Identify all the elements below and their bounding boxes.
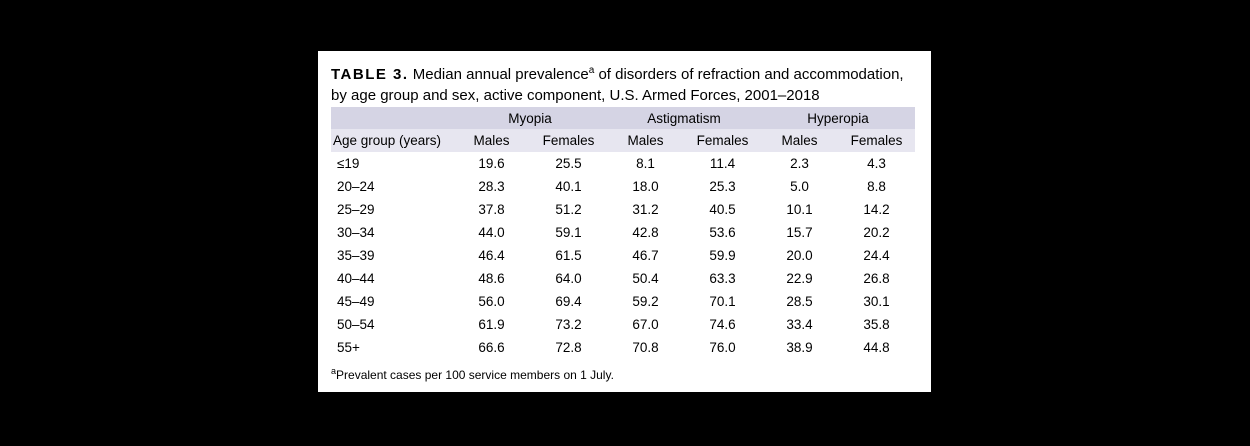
table-row: 35–39 46.4 61.5 46.7 59.9 20.0 24.4 — [331, 244, 916, 267]
females-header: Females — [530, 129, 607, 152]
age-group-cell: 30–34 — [331, 221, 453, 244]
value-cell: 59.9 — [684, 244, 762, 267]
value-cell: 2.3 — [761, 152, 839, 175]
group-header-row: Myopia Astigmatism Hyperopia — [331, 107, 916, 129]
value-cell: 42.8 — [607, 221, 684, 244]
table-row: 30–34 44.0 59.1 42.8 53.6 15.7 20.2 — [331, 221, 916, 244]
age-group-cell: 35–39 — [331, 244, 453, 267]
footnote-text: Prevalent cases per 100 service members … — [336, 368, 614, 382]
table-row: 55+ 66.6 72.8 70.8 76.0 38.9 44.8 — [331, 336, 916, 359]
value-cell: 4.3 — [838, 152, 916, 175]
value-cell: 37.8 — [453, 198, 530, 221]
table-number-label: TABLE 3. — [331, 66, 409, 83]
group-header-myopia: Myopia — [453, 107, 607, 129]
value-cell: 46.4 — [453, 244, 530, 267]
value-cell: 44.0 — [453, 221, 530, 244]
age-group-cell: 55+ — [331, 336, 453, 359]
value-cell: 53.6 — [684, 221, 762, 244]
value-cell: 63.3 — [684, 267, 762, 290]
value-cell: 69.4 — [530, 290, 607, 313]
value-cell: 50.4 — [607, 267, 684, 290]
value-cell: 66.6 — [453, 336, 530, 359]
table-title-rest: of disorders of refraction and accommoda… — [331, 66, 904, 104]
value-cell: 48.6 — [453, 267, 530, 290]
value-cell: 19.6 — [453, 152, 530, 175]
column-header-row: Age group (years) Males Females Males Fe… — [331, 129, 916, 152]
table-title: TABLE 3. Median annual prevalencea of di… — [331, 64, 915, 106]
prevalence-table: Myopia Astigmatism Hyperopia Age group (… — [331, 107, 916, 359]
value-cell: 73.2 — [530, 313, 607, 336]
males-header: Males — [761, 129, 839, 152]
value-cell: 67.0 — [607, 313, 684, 336]
value-cell: 8.1 — [607, 152, 684, 175]
value-cell: 61.9 — [453, 313, 530, 336]
value-cell: 44.8 — [838, 336, 916, 359]
value-cell: 59.2 — [607, 290, 684, 313]
value-cell: 20.0 — [761, 244, 839, 267]
age-group-cell: 25–29 — [331, 198, 453, 221]
value-cell: 25.5 — [530, 152, 607, 175]
group-header-astigmatism: Astigmatism — [607, 107, 762, 129]
table-row: ≤19 19.6 25.5 8.1 11.4 2.3 4.3 — [331, 152, 916, 175]
value-cell: 40.5 — [684, 198, 762, 221]
males-header: Males — [453, 129, 530, 152]
value-cell: 28.5 — [761, 290, 839, 313]
value-cell: 72.8 — [530, 336, 607, 359]
value-cell: 59.1 — [530, 221, 607, 244]
table-row: 50–54 61.9 73.2 67.0 74.6 33.4 35.8 — [331, 313, 916, 336]
age-group-cell: 20–24 — [331, 175, 453, 198]
value-cell: 8.8 — [838, 175, 916, 198]
table-row: 45–49 56.0 69.4 59.2 70.1 28.5 30.1 — [331, 290, 916, 313]
table-row: 40–44 48.6 64.0 50.4 63.3 22.9 26.8 — [331, 267, 916, 290]
females-header: Females — [838, 129, 916, 152]
age-group-cell: 45–49 — [331, 290, 453, 313]
value-cell: 11.4 — [684, 152, 762, 175]
value-cell: 25.3 — [684, 175, 762, 198]
footnote-marker: a — [331, 366, 337, 376]
value-cell: 18.0 — [607, 175, 684, 198]
table-row: 20–24 28.3 40.1 18.0 25.3 5.0 8.8 — [331, 175, 916, 198]
age-group-cell: 50–54 — [331, 313, 453, 336]
males-header: Males — [607, 129, 684, 152]
value-cell: 20.2 — [838, 221, 916, 244]
value-cell: 51.2 — [530, 198, 607, 221]
age-group-cell: 40–44 — [331, 267, 453, 290]
value-cell: 26.8 — [838, 267, 916, 290]
value-cell: 31.2 — [607, 198, 684, 221]
title-footnote-marker: a — [588, 65, 595, 76]
table-title-lead: Median annual prevalence — [412, 66, 589, 83]
value-cell: 56.0 — [453, 290, 530, 313]
value-cell: 76.0 — [684, 336, 762, 359]
table-card: TABLE 3. Median annual prevalencea of di… — [318, 51, 931, 392]
value-cell: 61.5 — [530, 244, 607, 267]
table-footnote: aPrevalent cases per 100 service members… — [331, 366, 915, 383]
value-cell: 28.3 — [453, 175, 530, 198]
value-cell: 5.0 — [761, 175, 839, 198]
females-header: Females — [684, 129, 762, 152]
value-cell: 40.1 — [530, 175, 607, 198]
age-group-cell: ≤19 — [331, 152, 453, 175]
value-cell: 15.7 — [761, 221, 839, 244]
value-cell: 46.7 — [607, 244, 684, 267]
value-cell: 38.9 — [761, 336, 839, 359]
value-cell: 35.8 — [838, 313, 916, 336]
value-cell: 74.6 — [684, 313, 762, 336]
value-cell: 24.4 — [838, 244, 916, 267]
value-cell: 33.4 — [761, 313, 839, 336]
group-header-hyperopia: Hyperopia — [761, 107, 916, 129]
age-group-header: Age group (years) — [331, 129, 453, 152]
value-cell: 14.2 — [838, 198, 916, 221]
value-cell: 30.1 — [838, 290, 916, 313]
value-cell: 70.1 — [684, 290, 762, 313]
value-cell: 64.0 — [530, 267, 607, 290]
table-row: 25–29 37.8 51.2 31.2 40.5 10.1 14.2 — [331, 198, 916, 221]
value-cell: 70.8 — [607, 336, 684, 359]
group-header-spacer — [331, 107, 453, 129]
value-cell: 22.9 — [761, 267, 839, 290]
value-cell: 10.1 — [761, 198, 839, 221]
